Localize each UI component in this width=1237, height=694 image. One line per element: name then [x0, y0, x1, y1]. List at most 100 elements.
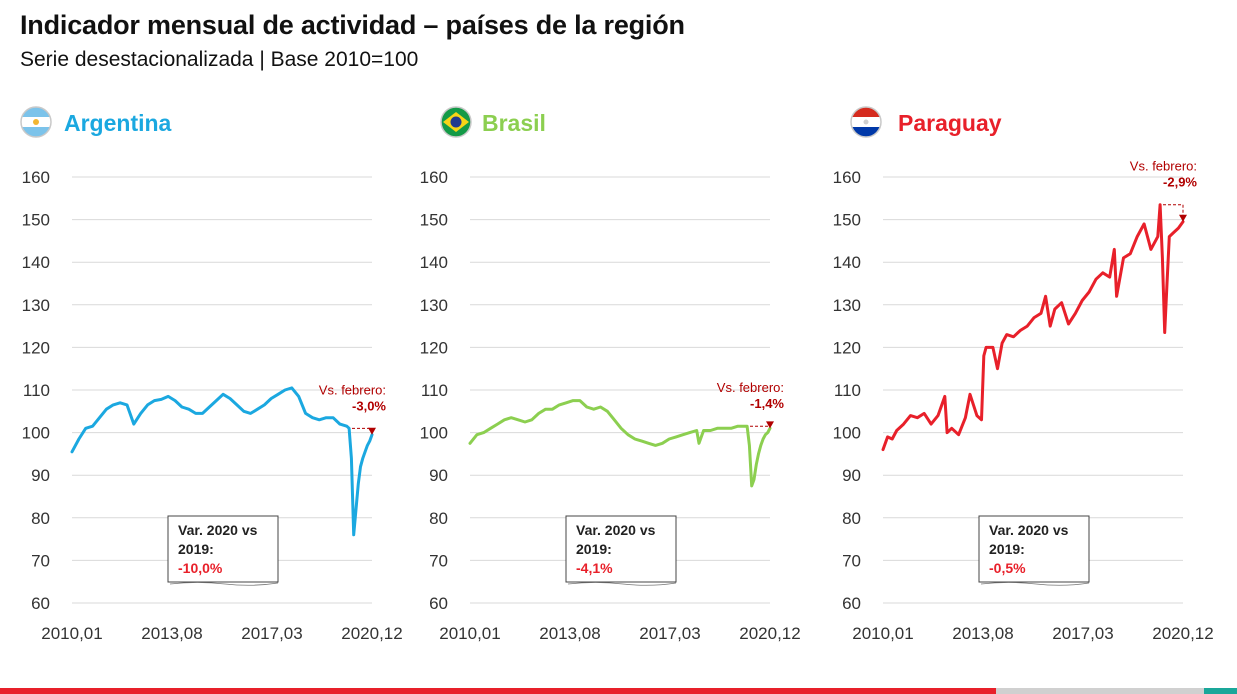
summary-box-value: -10,0% [178, 560, 223, 576]
summary-box-title: 2019: [989, 541, 1025, 557]
chart-argentina: Argentina 160 150 140 130 120 110 100 90 80 70 60 20… [20, 106, 403, 643]
y-tick-label: 110 [23, 381, 50, 400]
y-tick-label: 90 [429, 466, 448, 485]
summary-box-wave [980, 582, 1090, 586]
series-line [881, 203, 1185, 452]
flag-sun [33, 119, 39, 125]
y-tick-label: 90 [842, 466, 861, 485]
brazil-flag-icon-body [441, 107, 471, 137]
y-tick-label: 80 [842, 509, 861, 528]
summary-box: Var. 2020 vs 2019: -4,1% [565, 515, 677, 586]
y-tick-label: 120 [833, 338, 861, 357]
annotation-value: -1,4% [750, 396, 784, 411]
flag-globe [450, 116, 462, 128]
y-tick-label: 140 [22, 253, 50, 272]
y-tick-label: 140 [833, 253, 861, 272]
summary-box-title: Var. 2020 vs [178, 522, 258, 538]
x-tick-label: 2020,12 [1152, 624, 1213, 643]
x-tick-label: 2017,03 [241, 624, 302, 643]
summary-box-wave [567, 582, 677, 586]
annotation-label: Vs. febrero: [1130, 159, 1197, 174]
annotation-value: -2,9% [1163, 175, 1197, 190]
x-tick-label: 2010,01 [41, 624, 102, 643]
series-line [468, 399, 772, 488]
x-tick-label: 2020,12 [739, 624, 800, 643]
y-tick-label: 150 [833, 211, 861, 230]
y-tick-label: 100 [420, 424, 448, 443]
country-title: Paraguay [898, 110, 1002, 136]
y-tick-label: 100 [833, 424, 861, 443]
country-title: Argentina [64, 110, 172, 136]
summary-box-border [978, 515, 1090, 583]
annotation-label: Vs. febrero: [717, 380, 784, 395]
y-tick-label: 130 [22, 296, 50, 315]
y-tick-label: 100 [22, 424, 50, 443]
summary-box-title: 2019: [178, 541, 214, 557]
y-tick-label: 70 [429, 551, 448, 570]
annotation-label: Vs. febrero: [319, 382, 386, 397]
summary-box: Var. 2020 vs 2019: -0,5% [978, 515, 1090, 586]
y-tick-label: 150 [420, 211, 448, 230]
annotation-arrow [1179, 214, 1187, 222]
x-tick-label: 2010,01 [439, 624, 500, 643]
paraguay-flag-icon-body [851, 107, 881, 137]
series-line [70, 386, 374, 537]
y-tick-label: 70 [31, 551, 50, 570]
summary-box: Var. 2020 vs 2019: -10,0% [167, 515, 279, 586]
y-tick-label: 130 [833, 296, 861, 315]
flag-rim [850, 106, 882, 138]
annotation-bracket [1163, 204, 1184, 216]
x-tick-label: 2017,03 [1052, 624, 1113, 643]
y-tick-label: 160 [833, 168, 861, 187]
y-tick-label: 160 [22, 168, 50, 187]
footer-red-segment [0, 688, 996, 694]
annotation-arrow [368, 427, 376, 435]
y-tick-label: 60 [31, 594, 50, 613]
footer-teal-segment [1204, 688, 1237, 694]
summary-box-wave [169, 582, 279, 586]
x-tick-label: 2013,08 [539, 624, 600, 643]
y-tick-label: 110 [421, 381, 448, 400]
page-subtitle: Serie desestacionalizada | Base 2010=100 [20, 48, 419, 71]
flag-rim [20, 106, 52, 138]
y-tick-label: 110 [834, 381, 861, 400]
summary-box-value: -4,1% [576, 560, 613, 576]
y-tick-label: 70 [842, 551, 861, 570]
argentina-flag-icon-body [21, 107, 51, 137]
footer-color-bar [0, 688, 1237, 694]
y-tick-label: 150 [22, 211, 50, 230]
y-tick-label: 160 [420, 168, 448, 187]
y-tick-label: 60 [429, 594, 448, 613]
y-tick-label: 60 [842, 594, 861, 613]
summary-box-border [167, 515, 279, 583]
x-tick-label: 2020,12 [341, 624, 402, 643]
x-tick-label: 2013,08 [141, 624, 202, 643]
summary-box-value: -0,5% [989, 560, 1026, 576]
y-tick-label: 120 [420, 338, 448, 357]
chart-brasil: Brasil 160 150 140 130 120 110 100 90 80 70 60 2010,… [420, 106, 801, 643]
summary-box-title: 2019: [576, 541, 612, 557]
page-title: Indicador mensual de actividad – países … [20, 10, 685, 40]
flag-rim [440, 106, 472, 138]
summary-box-title: Var. 2020 vs [989, 522, 1069, 538]
y-tick-label: 140 [420, 253, 448, 272]
y-tick-label: 130 [420, 296, 448, 315]
flag-seal [863, 119, 869, 125]
summary-box-title: Var. 2020 vs [576, 522, 656, 538]
summary-box-border [565, 515, 677, 583]
y-tick-label: 120 [22, 338, 50, 357]
x-tick-label: 2013,08 [952, 624, 1013, 643]
annotation-value: -3,0% [352, 398, 386, 413]
x-tick-label: 2017,03 [639, 624, 700, 643]
country-title: Brasil [482, 110, 546, 136]
y-tick-label: 80 [31, 509, 50, 528]
y-tick-label: 90 [31, 466, 50, 485]
y-tick-label: 80 [429, 509, 448, 528]
flag-band [851, 127, 881, 137]
footer-grey-segment [996, 688, 1204, 694]
flag-band [851, 107, 881, 117]
annotation-arrow [766, 421, 774, 429]
chart-paraguay: Paraguay 160 150 140 130 120 110 100 90 80 70 60 201… [833, 106, 1214, 643]
x-tick-label: 2010,01 [852, 624, 913, 643]
